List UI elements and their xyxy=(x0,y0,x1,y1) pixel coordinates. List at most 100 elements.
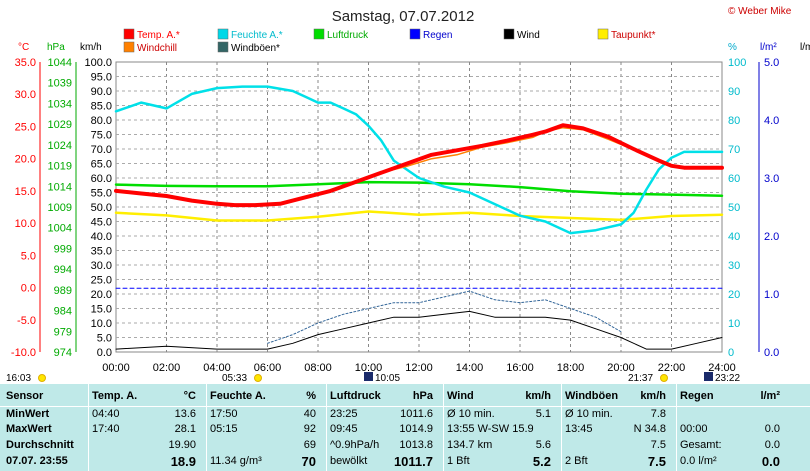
axis-unit-labels: °C hPa km/h % l/m² xyxy=(18,42,777,53)
table-header: Feuchte A. xyxy=(210,390,266,402)
temp-tick: 35.0 xyxy=(15,57,36,69)
table-cell-sub: 09:45 xyxy=(330,423,358,435)
table-header-unit: °C xyxy=(183,390,196,402)
legend-swatch xyxy=(503,28,515,40)
legend-swatch xyxy=(217,28,229,40)
pressure-tick: 1024 xyxy=(48,140,72,152)
rain-tick: 2.0 xyxy=(764,231,779,243)
time-tick: 18:00 xyxy=(557,362,585,374)
temp-tick: 25.0 xyxy=(15,121,36,133)
humidity-tick: 40 xyxy=(728,231,740,243)
pressure-tick: 994 xyxy=(54,264,72,276)
legend-label: Windchill xyxy=(137,43,177,54)
wind-tick: 10.0 xyxy=(91,318,112,330)
table-cell-value: 7.5 xyxy=(647,454,666,469)
table-header: Wind xyxy=(447,390,474,402)
rain-tick: 3.0 xyxy=(764,173,779,185)
wind-tick: 50.0 xyxy=(91,202,112,214)
legend-label: Feuchte A.* xyxy=(231,30,283,41)
wind-tick: 65.0 xyxy=(91,159,112,171)
wind-tick: 35.0 xyxy=(91,246,112,258)
table-row-label: MinWert xyxy=(6,408,50,420)
pressure-tick: 1019 xyxy=(48,161,72,173)
legend-label: Regen xyxy=(423,30,452,41)
weather-chart: Samstag, 07.07.2012 © Weber Mike Temp. A… xyxy=(6,6,810,384)
table-cell-sub: 13:45 xyxy=(565,423,593,435)
wind-tick: 45.0 xyxy=(91,217,112,229)
legend-label: Luftdruck xyxy=(327,30,369,41)
legend-swatch xyxy=(123,28,135,40)
temp-tick: -5.0 xyxy=(17,315,36,327)
wind-tick: 20.0 xyxy=(91,289,112,301)
wind-tick: 75.0 xyxy=(91,130,112,142)
table-cell-sub: 00:00 xyxy=(680,423,708,435)
wind-tick: 55.0 xyxy=(91,188,112,200)
humidity-tick: 100 xyxy=(728,57,746,69)
table-header: Luftdruck xyxy=(330,390,381,402)
humidity-tick: 10 xyxy=(728,318,740,330)
temp-tick: 10.0 xyxy=(15,218,36,230)
table-cell-sub: Ø 10 min. xyxy=(447,408,495,420)
marker-label: 10:05 xyxy=(375,373,400,384)
pressure-tick: 1029 xyxy=(48,119,72,131)
right-edge-fragment: l/m² xyxy=(800,42,810,53)
table-header: Regen xyxy=(680,390,714,402)
table-cell-value: 5.6 xyxy=(535,439,551,451)
table-cell-value: 5.1 xyxy=(535,408,551,420)
table-cell-value: N 34.8 xyxy=(633,423,666,435)
wind-tick: 90.0 xyxy=(91,86,112,98)
time-tick: 04:00 xyxy=(203,362,231,374)
table-cell-sub: 17:40 xyxy=(92,423,120,435)
time-tick: 24:00 xyxy=(708,362,736,374)
pressure-tick: 974 xyxy=(54,347,72,359)
wind-tick: 85.0 xyxy=(91,101,112,113)
sun-icon xyxy=(254,374,262,382)
table-cell-sub: 2 Bft xyxy=(565,455,588,467)
rain-tick: 4.0 xyxy=(764,115,779,127)
table-cell-sub: 04:40 xyxy=(92,408,120,420)
table-divider xyxy=(0,406,810,407)
rain-tick: 5.0 xyxy=(764,57,779,69)
table-cell-value: 0.0 xyxy=(764,423,780,435)
series-temp-a xyxy=(114,123,724,208)
pressure-tick: 1014 xyxy=(48,181,72,193)
legend-label: Wind xyxy=(517,30,540,41)
table-divider xyxy=(676,384,677,471)
chart-title: Samstag, 07.07.2012 xyxy=(332,8,475,25)
temp-tick: 0.0 xyxy=(21,283,36,295)
table-cell-sub: bewölkt xyxy=(330,455,368,467)
table-cell-sub: 134.7 km xyxy=(447,439,493,451)
table-divider xyxy=(88,384,89,471)
table-cell-value: 1011.6 xyxy=(400,408,433,420)
chart-grid xyxy=(115,61,723,353)
temp-tick: 30.0 xyxy=(15,89,36,101)
humidity-tick: 50 xyxy=(728,202,740,214)
table-divider xyxy=(326,384,327,471)
table-cell-sub: Ø 10 min. xyxy=(565,408,613,420)
pressure-tick: 1039 xyxy=(48,78,72,90)
table-cell-value: 1011.7 xyxy=(393,454,433,469)
rain-tick: 1.0 xyxy=(764,289,779,301)
table-cell-value: 7.8 xyxy=(650,408,666,420)
humidity-tick: 70 xyxy=(728,144,740,156)
wind-tick: 25.0 xyxy=(91,275,112,287)
pressure-tick: 1034 xyxy=(48,98,72,110)
chart-legend: Temp. A.* Feuchte A.* Luftdruck Regen Wind Ta… xyxy=(123,28,656,54)
table-cell-sub: 0.0 l/m² xyxy=(680,455,717,467)
temp-tick: 15.0 xyxy=(15,186,36,198)
table-cell-sub: 13:55 W-SW 15.9 xyxy=(447,423,534,435)
table-cell-value: 0.0 xyxy=(764,439,780,451)
legend-swatch xyxy=(217,41,229,53)
table-row-label: Durchschnitt xyxy=(6,439,74,451)
table-cell-value: 0.0 xyxy=(761,454,780,469)
time-tick: 00:00 xyxy=(102,362,130,374)
axis-ticks: 35.0 30.0 25.0 20.0 15.0 10.0 5.0 0.0 -5.0 -10.0 1… xyxy=(11,57,779,374)
humidity-tick: 0 xyxy=(728,347,734,359)
marker-label: 21:37 xyxy=(628,373,653,384)
temp-tick: 5.0 xyxy=(21,250,36,262)
table-cell-sub: Gesamt: xyxy=(680,439,722,451)
time-tick: 12:00 xyxy=(405,362,433,374)
humidity-tick: 60 xyxy=(728,173,740,185)
wind-unit: km/h xyxy=(80,42,102,53)
moon-icon xyxy=(364,372,373,381)
